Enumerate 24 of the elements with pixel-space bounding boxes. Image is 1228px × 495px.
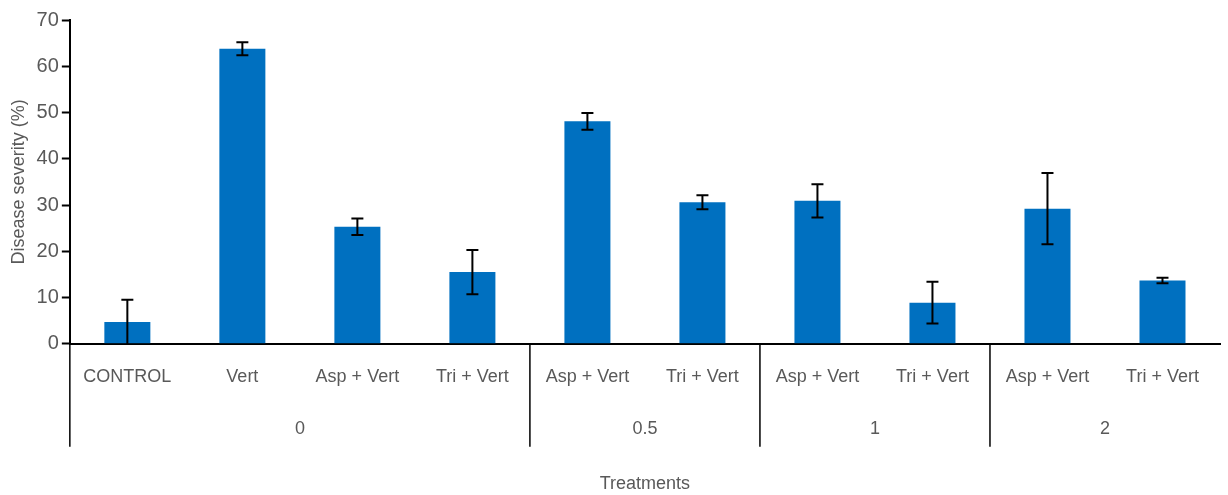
x-tick-label: Tri + Vert	[1126, 365, 1199, 386]
text: 1	[869, 417, 880, 438]
x-tick-label: Asp + Vert	[1005, 365, 1090, 386]
text: 0	[294, 417, 305, 438]
y-tick-label: 10	[36, 285, 59, 308]
x-tick-label: Asp + Vert	[545, 365, 630, 386]
text: 2	[1099, 417, 1110, 438]
x-tick-label: Tri + Vert	[666, 365, 739, 386]
x-tick-label: CONTROL	[83, 365, 172, 386]
x-tick-label: Asp + Vert	[315, 365, 400, 386]
y-tick-label: 40	[36, 146, 59, 169]
y-tick-label: 30	[36, 192, 59, 215]
x-axis-title: Treatments	[599, 473, 691, 494]
x-tick-label: Asp + Vert	[775, 365, 860, 386]
y-tick-label: 0	[47, 331, 59, 354]
y-tick-label: 20	[36, 238, 59, 261]
x-tick-label: Vert	[226, 365, 259, 386]
x-tick-label: Tri + Vert	[435, 365, 509, 386]
y-tick-label: 70	[36, 7, 59, 30]
y-tick-label: 50	[36, 100, 59, 123]
y-axis-title: Disease severity (%)	[7, 99, 28, 265]
text: 0.5	[632, 417, 658, 438]
x-tick-label: Tri + Vert	[896, 365, 969, 386]
y-tick-label: 60	[36, 53, 59, 76]
